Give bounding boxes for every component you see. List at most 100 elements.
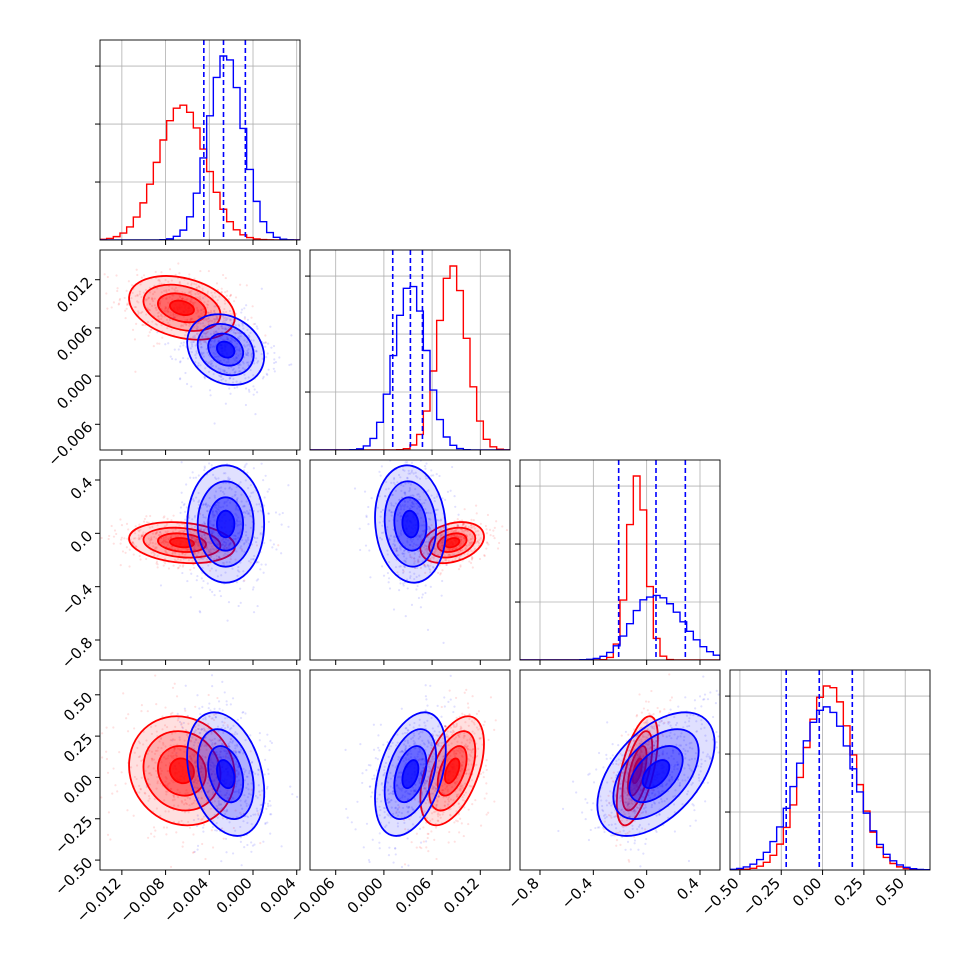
scatter-point — [259, 808, 262, 811]
scatter-point — [470, 518, 473, 521]
scatter-point — [237, 323, 240, 326]
scatter-point — [424, 782, 428, 785]
scatter-point — [130, 766, 133, 769]
scatter-point — [439, 518, 443, 521]
scatter-point — [244, 464, 247, 467]
scatter-point — [446, 784, 449, 787]
scatter-point — [202, 340, 205, 343]
scatter-point — [183, 707, 186, 710]
scatter-point — [211, 364, 215, 367]
scatter-point — [164, 343, 167, 346]
scatter-point — [156, 312, 160, 315]
scatter-point — [417, 504, 420, 507]
scatter-point — [422, 520, 425, 523]
scatter-point — [392, 792, 395, 796]
scatter-point — [450, 548, 453, 551]
scatter-point — [427, 489, 430, 492]
scatter-point — [249, 793, 253, 796]
scatter-point — [175, 751, 178, 755]
scatter-point — [210, 764, 213, 768]
scatter-point — [151, 525, 154, 529]
scatter-point — [378, 793, 381, 796]
scatter-point — [456, 535, 459, 538]
scatter-point — [172, 757, 175, 760]
scatter-point — [487, 543, 490, 546]
scatter-point — [458, 806, 461, 809]
scatter-point — [259, 793, 262, 797]
scatter-point — [432, 557, 435, 560]
scatter-point — [461, 799, 465, 802]
scatter-point — [201, 557, 204, 560]
scatter-point — [461, 749, 464, 753]
scatter-point — [424, 591, 427, 595]
scatter-point — [442, 526, 445, 529]
scatter-point — [459, 770, 462, 773]
scatter-point — [369, 764, 372, 767]
scatter-point — [252, 393, 255, 396]
scatter-point — [201, 536, 204, 539]
scatter-point — [424, 565, 427, 568]
scatter-point — [134, 544, 137, 548]
scatter-point — [150, 304, 154, 307]
scatter-point — [251, 557, 254, 561]
scatter-point — [244, 403, 248, 407]
scatter-point — [234, 537, 237, 540]
scatter-point — [236, 745, 239, 748]
scatter-point — [214, 716, 217, 719]
scatter-point — [201, 335, 204, 338]
scatter-point — [236, 574, 239, 577]
scatter-point — [383, 768, 386, 772]
scatter-point — [213, 519, 216, 522]
scatter-point — [182, 721, 185, 725]
scatter-point — [451, 548, 454, 551]
scatter-point — [225, 310, 228, 314]
scatter-point — [401, 750, 404, 753]
scatter-point — [229, 740, 232, 744]
scatter-point — [267, 512, 271, 515]
scatter-point — [216, 355, 219, 358]
scatter-point — [205, 318, 208, 321]
scatter-point — [206, 541, 209, 544]
scatter-point — [412, 542, 416, 545]
scatter-point — [236, 532, 240, 535]
scatter-point — [213, 309, 216, 312]
scatter-point — [484, 524, 487, 528]
scatter-point — [181, 571, 184, 575]
scatter-point — [384, 825, 387, 829]
scatter-point — [267, 772, 270, 775]
scatter-point — [252, 558, 256, 561]
scatter-point — [245, 775, 248, 778]
scatter-point — [462, 736, 465, 739]
scatter-point — [243, 541, 246, 545]
scatter-point — [154, 307, 157, 310]
scatter-point — [164, 535, 168, 539]
scatter-point — [202, 529, 206, 532]
scatter-point — [433, 551, 436, 554]
scatter-point — [437, 795, 440, 798]
scatter-point — [158, 302, 161, 306]
scatter-point — [386, 549, 389, 552]
scatter-point — [436, 744, 439, 747]
scatter-point — [388, 561, 391, 564]
scatter-point — [194, 361, 197, 364]
scatter-point — [398, 565, 401, 568]
scatter-point — [258, 739, 261, 742]
scatter-point — [417, 558, 420, 561]
scatter-point — [403, 469, 406, 472]
scatter-point — [425, 780, 428, 783]
scatter-point — [428, 517, 431, 520]
scatter-point — [418, 505, 421, 508]
scatter-point — [461, 755, 464, 758]
scatter-point — [413, 438, 415, 440]
scatter-point — [257, 561, 260, 564]
scatter-point — [463, 536, 466, 540]
scatter-point — [401, 750, 404, 753]
scatter-point — [467, 768, 470, 771]
scatter-point — [212, 373, 215, 376]
scatter-point — [413, 798, 417, 801]
scatter-point — [229, 759, 232, 762]
scatter-point — [418, 555, 421, 559]
scatter-point — [384, 761, 388, 765]
scatter-point — [256, 578, 260, 581]
scatter-point — [216, 511, 219, 514]
